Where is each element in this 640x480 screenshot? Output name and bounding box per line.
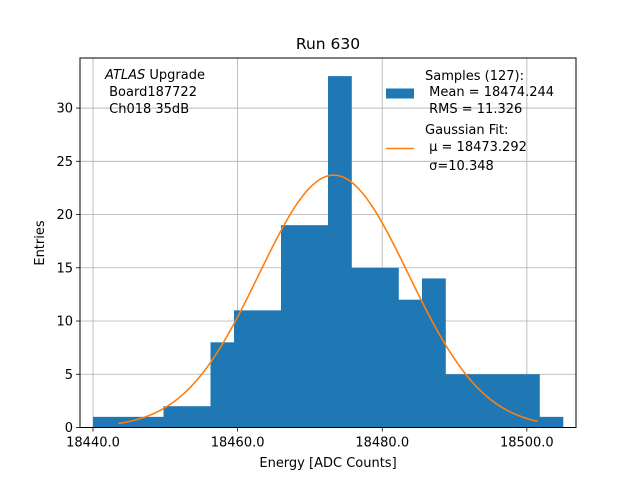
legend-samples-line-3: RMS = 11.326	[425, 102, 522, 117]
y-tick-label: 15	[56, 261, 73, 276]
y-tick-label: 10	[56, 315, 73, 330]
legend-fit-line-3: σ=10.348	[425, 159, 494, 174]
chart-title: Run 630	[296, 35, 360, 53]
legend-fit-line-2: μ = 18473.292	[425, 140, 527, 155]
histogram-bar	[515, 374, 540, 428]
annotation-rest: Upgrade	[145, 68, 205, 83]
histogram-bar	[210, 342, 235, 428]
gaussian-fit	[118, 174, 538, 425]
plot-frame	[79, 57, 577, 428]
y-tick-label: 0	[65, 421, 73, 436]
x-tick-label: 18500.0	[500, 436, 554, 451]
x-axis-ticks: 18440.0 18460.0 18480.0 18500.0	[66, 427, 554, 451]
histogram-bar	[328, 76, 352, 428]
annotation: ATLAS Upgrade Board187722 Ch018 35dB	[104, 68, 205, 117]
histogram-bar	[374, 267, 399, 428]
x-tick-label: 18480.0	[355, 436, 409, 451]
legend-fit-line-1: Gaussian Fit:	[425, 123, 508, 138]
histogram-bar	[257, 310, 282, 428]
annotation-line-3: Ch018 35dB	[105, 102, 189, 117]
histogram-bar	[304, 225, 329, 428]
histogram-bar	[445, 374, 470, 428]
annotation-italic: ATLAS	[104, 68, 145, 83]
histogram-bar	[93, 416, 117, 428]
histogram-bar	[421, 278, 446, 428]
histogram-bar	[234, 310, 258, 428]
y-tick-label: 5	[65, 368, 73, 383]
histogram-bar	[351, 267, 376, 428]
histogram-bars	[93, 76, 564, 428]
histogram-bar	[140, 416, 164, 428]
histogram-bar	[398, 299, 423, 428]
legend: Samples (127): Mean = 18474.244 RMS = 11…	[386, 69, 554, 174]
histogram-bar	[492, 374, 517, 428]
histogram-bar	[163, 406, 188, 428]
legend-samples-line-1: Samples (127):	[425, 69, 524, 84]
x-tick-label: 18460.0	[211, 436, 265, 451]
y-axis-label: Entries	[33, 220, 48, 266]
histogram-bar	[187, 406, 211, 428]
y-axis-ticks: 0 5 10 15 20 25 30	[56, 102, 80, 436]
histogram-bar	[539, 416, 564, 428]
x-tick-label: 18440.0	[66, 436, 120, 451]
y-tick-label: 30	[56, 102, 73, 117]
y-tick-label: 20	[56, 208, 73, 223]
legend-samples-line-2: Mean = 18474.244	[425, 85, 554, 100]
x-axis-label: Energy [ADC Counts]	[259, 456, 396, 471]
legend-samples-swatch	[386, 88, 414, 99]
gaussian-fit-curve	[118, 174, 538, 425]
annotation-line-2: Board187722	[105, 85, 197, 100]
annotation-line-1: ATLAS Upgrade	[104, 68, 205, 83]
y-tick-label: 25	[56, 155, 73, 170]
histogram-bar	[281, 225, 305, 428]
histogram-bar	[468, 374, 493, 428]
